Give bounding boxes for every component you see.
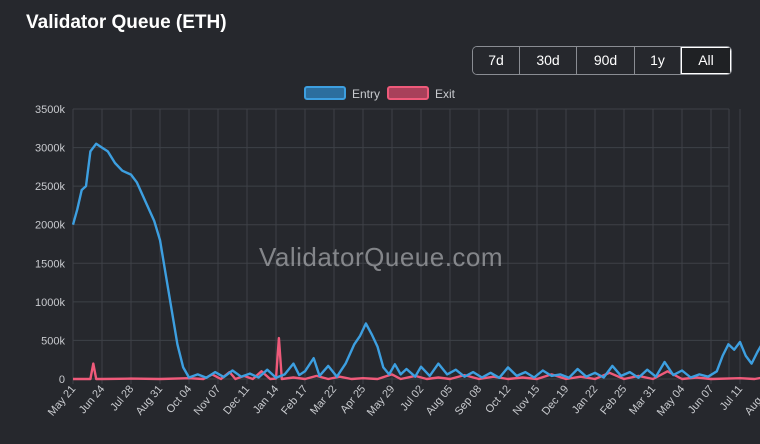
y-tick-label: 1000k: [35, 297, 65, 309]
legend-label-entry: Entry: [352, 87, 380, 101]
legend-item-exit[interactable]: Exit: [387, 86, 456, 101]
x-tick-label: Feb 25: [598, 383, 629, 417]
series-line-entry: [71, 142, 760, 379]
x-tick-label: Aug 05: [424, 383, 456, 417]
legend-swatch-entry: [304, 86, 346, 100]
legend-swatch-exit: [387, 86, 429, 100]
x-tick-label: Nov 07: [192, 383, 224, 417]
y-axis-ticks: 0 500k 1000k 1500k 2000k 2500k 3000k 3500k: [35, 104, 65, 386]
range-button-1y[interactable]: 1y: [635, 47, 681, 74]
y-tick-label: 2000k: [35, 220, 65, 232]
x-tick-label: Oct 12: [483, 383, 513, 416]
grid-lines: [72, 108, 741, 384]
series-line-exit: [73, 336, 760, 381]
x-tick-label: Jul 28: [108, 383, 136, 413]
x-tick-label: Sep 08: [453, 383, 485, 417]
time-range-selector: 7d 30d 90d 1y All: [472, 46, 732, 75]
range-button-30d[interactable]: 30d: [520, 47, 577, 74]
x-tick-label: Feb 17: [279, 383, 310, 417]
x-tick-label: Aug 31: [134, 383, 166, 417]
x-tick-label: Mar 22: [308, 383, 339, 417]
x-tick-label: Jul 02: [398, 383, 426, 413]
x-tick-label: May 29: [365, 383, 397, 418]
y-tick-label: 1500k: [35, 258, 65, 270]
x-tick-label: May 04: [655, 383, 687, 418]
legend-label-exit: Exit: [435, 87, 456, 101]
x-tick-label: Aug 14: [743, 383, 760, 417]
legend: Entry Exit: [304, 86, 456, 101]
watermark-text: ValidatorQueue.com: [259, 242, 503, 272]
x-tick-label: Jul 11: [718, 383, 746, 413]
y-tick-label: 0: [59, 374, 65, 386]
x-tick-label: Jan 22: [570, 383, 600, 416]
x-tick-label: Dec 19: [540, 383, 572, 417]
y-tick-label: 3500k: [35, 104, 65, 116]
y-tick-label: 3000k: [35, 143, 65, 155]
range-button-90d[interactable]: 90d: [577, 47, 635, 74]
y-tick-label: 2500k: [35, 181, 65, 193]
range-button-7d[interactable]: 7d: [473, 47, 520, 74]
x-tick-label: Mar 31: [627, 383, 658, 417]
x-tick-label: Jan 14: [251, 383, 281, 416]
range-button-all[interactable]: All: [681, 47, 731, 74]
y-tick-label: 500k: [41, 335, 65, 347]
series-lines: [71, 142, 760, 381]
x-tick-label: May 21: [46, 383, 78, 418]
x-tick-label: Dec 11: [221, 383, 252, 417]
x-tick-label: Oct 04: [164, 383, 194, 416]
x-tick-label: Jun 07: [686, 383, 716, 416]
x-tick-label: Nov 15: [511, 383, 543, 417]
page-title: Validator Queue (ETH): [26, 12, 227, 33]
x-tick-label: Jun 24: [77, 383, 107, 416]
legend-item-entry[interactable]: Entry: [304, 86, 380, 101]
